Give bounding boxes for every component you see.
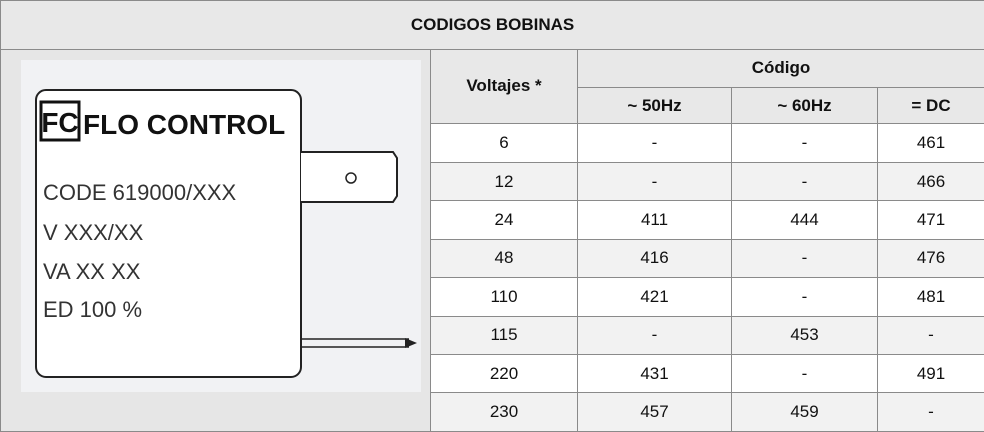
code-cell: 416 — [577, 238, 732, 279]
code-cell: - — [577, 315, 732, 356]
coil-line: VA XX XX — [43, 259, 141, 284]
coil-tab — [301, 150, 398, 203]
logo: FC — [41, 107, 78, 138]
code-cell: - — [731, 161, 878, 202]
coil-body — [35, 88, 302, 378]
wire-tip — [405, 337, 417, 348]
code-cell: - — [876, 392, 984, 432]
code-cell: 481 — [876, 277, 984, 317]
voltage-cell: 110 — [430, 277, 578, 317]
voltage-cell: 48 — [430, 238, 578, 279]
coil-line: CODE 619000/XXX — [43, 180, 237, 205]
coil-drawing: FC FLO CONTROL CODE 619000/XXX V XXX/XX … — [21, 59, 421, 392]
code-cell: - — [577, 123, 732, 163]
code-cell: 466 — [876, 161, 984, 202]
column-header: ~ 60Hz — [731, 86, 878, 125]
code-cell: 411 — [577, 200, 732, 240]
voltage-cell: 12 — [430, 161, 578, 202]
voltage-cell: 220 — [430, 354, 578, 394]
coil-line: V XXX/XX — [43, 220, 144, 245]
code-cell: 461 — [876, 123, 984, 163]
voltage-cell: 230 — [430, 392, 578, 432]
coil-line: ED 100 % — [43, 297, 142, 322]
code-cell: 457 — [577, 392, 732, 432]
code-cell: 491 — [876, 354, 984, 394]
code-cell: 444 — [731, 200, 878, 240]
column-header: ~ 50Hz — [577, 86, 732, 125]
code-cell: - — [731, 354, 878, 394]
code-cell: 431 — [577, 354, 732, 394]
code-cell: - — [731, 238, 878, 279]
code-cell: 453 — [731, 315, 878, 356]
brand: FLO CONTROL — [83, 109, 285, 140]
code-cell: 459 — [731, 392, 878, 432]
voltage-cell: 6 — [430, 123, 578, 163]
table-row: 115-453- — [1, 315, 984, 356]
code-cell: 476 — [876, 238, 984, 279]
voltage-cell: 24 — [430, 200, 578, 240]
table-row: 24 411 444 471 — [1, 200, 984, 240]
coil-image-cell: FC FLO CONTROL CODE 619000/XXX V XXX/XX … — [0, 48, 431, 432]
voltage-cell: 115 — [430, 315, 578, 356]
table-title: CODIGOS BOBINAS — [0, 0, 984, 50]
voltage-header: Voltajes * — [430, 48, 578, 125]
table-row: 48 416-476 — [1, 238, 984, 279]
code-cell: - — [731, 123, 878, 163]
coil-wire — [301, 337, 409, 348]
table-row: 12- -466 — [1, 161, 984, 202]
column-header: = DC — [876, 86, 984, 125]
tab-hole — [345, 171, 357, 184]
code-header: Código — [576, 48, 984, 89]
code-cell: - — [876, 315, 984, 356]
logo-box — [39, 100, 81, 142]
table-row: 220 431-491 — [1, 354, 984, 394]
code-cell: - — [731, 277, 878, 317]
table-row: 230 457 459- — [1, 392, 984, 432]
code-cell: 471 — [876, 200, 984, 240]
code-cell: 421 — [577, 277, 732, 317]
code-cell: - — [577, 161, 732, 202]
table-row: 6- -461 — [1, 123, 984, 163]
